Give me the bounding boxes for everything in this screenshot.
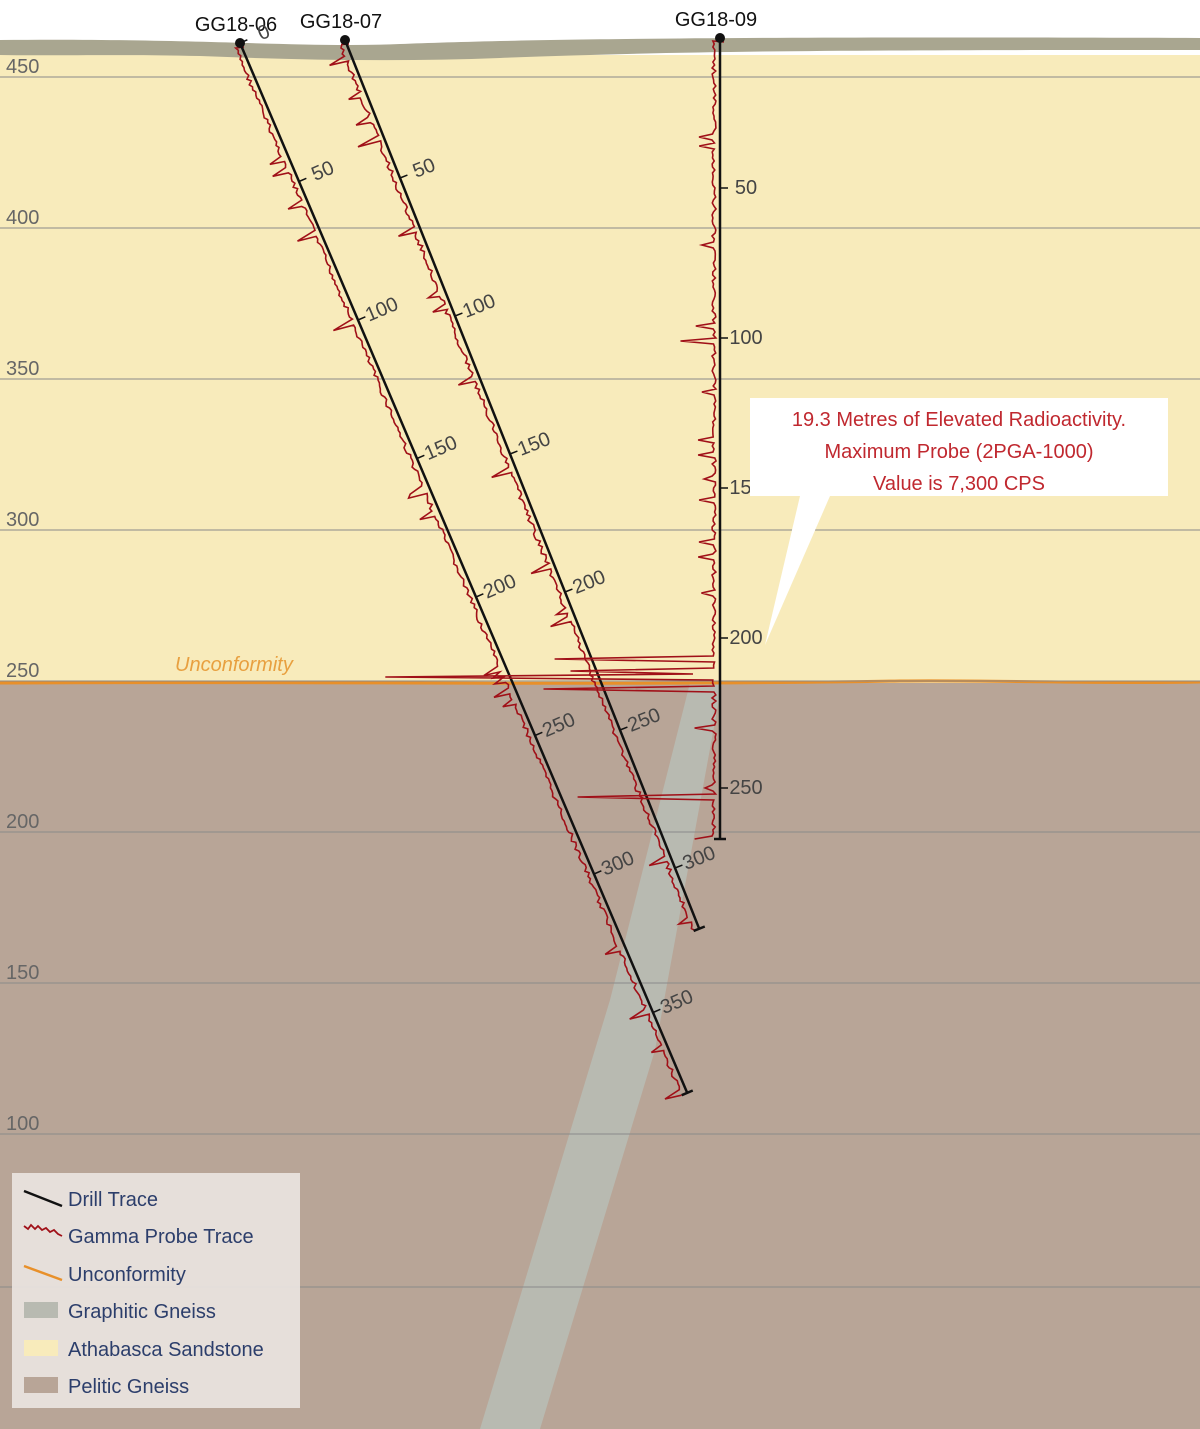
legend-label: Pelitic Gneiss — [68, 1376, 189, 1398]
depth-tick — [357, 316, 366, 321]
unconformity-label: Unconformity — [175, 654, 294, 676]
hole-name: GG18-06 — [195, 14, 277, 36]
depth-label: 100 — [729, 327, 762, 349]
legend-swatch — [24, 1302, 58, 1318]
hole-name: GG18-07 — [300, 11, 382, 33]
elevation-label: 350 — [6, 358, 39, 380]
drill-trace — [238, 42, 689, 1094]
legend-swatch — [24, 1377, 58, 1393]
legend-swatch — [24, 1340, 58, 1356]
depth-label: 200 — [729, 627, 762, 649]
elevation-label: 450 — [6, 56, 39, 78]
hole-name: GG18-09 — [675, 9, 757, 31]
legend-label: Unconformity — [68, 1264, 186, 1286]
collar — [715, 33, 725, 43]
depth-tick — [298, 177, 307, 183]
gamma-trace — [329, 43, 696, 932]
graphitic-gneiss — [480, 683, 722, 1429]
gamma-trace — [385, 40, 725, 840]
legend-label: Drill Trace — [68, 1189, 158, 1211]
depth-tick — [239, 39, 248, 44]
end-cap — [693, 925, 706, 933]
elevation-label: 250 — [6, 660, 39, 682]
legend-box — [12, 1173, 300, 1408]
legend: Drill Trace Gamma Probe Trace Unconformi… — [12, 1173, 300, 1408]
collar — [340, 35, 350, 45]
unconformity-line — [0, 679, 1200, 685]
depth-label: 50 — [735, 177, 757, 199]
callout: 19.3 Metres of Elevated Radioactivity. M… — [750, 398, 1168, 645]
depth-tick — [564, 588, 573, 593]
depth-tick — [399, 174, 408, 179]
depth-tick — [475, 593, 484, 598]
depth-tick — [509, 450, 518, 455]
callout-line: Value is 7,300 CPS — [873, 473, 1045, 495]
depth-tick — [674, 864, 683, 869]
depth-tick — [454, 312, 463, 317]
gamma-trace — [233, 46, 682, 1100]
legend-label: Athabasca Sandstone — [68, 1339, 264, 1361]
depth-tick — [619, 726, 628, 731]
overburden — [0, 37, 1200, 61]
legend-swatch — [23, 1189, 63, 1208]
legend-label: Gamma Probe Trace — [68, 1226, 254, 1248]
depth-tick — [652, 1008, 661, 1014]
depth-tick — [593, 870, 602, 875]
legend-swatch — [23, 1264, 63, 1282]
callout-line: 19.3 Metres of Elevated Radioactivity. — [792, 409, 1126, 431]
elevation-label: 300 — [6, 509, 39, 531]
elevation-label: 150 — [6, 962, 39, 984]
athabasca-sandstone — [0, 55, 1200, 683]
callout-pointer — [765, 496, 830, 645]
callout-box — [750, 398, 1168, 496]
elevation-grid: 450 400 350 300 250 200 150 100 — [0, 56, 1200, 1135]
legend-swatch — [23, 1223, 63, 1237]
callout-line: Maximum Probe (2PGA-1000) — [825, 441, 1094, 463]
depth-label: 250 — [729, 777, 762, 799]
elevation-label: 400 — [6, 207, 39, 229]
elevation-label: 200 — [6, 811, 39, 833]
end-cap — [681, 1089, 694, 1097]
depth-tick — [416, 454, 425, 460]
drill-trace — [343, 39, 701, 930]
legend-label: Graphitic Gneiss — [68, 1301, 216, 1323]
depth-tick — [534, 731, 543, 737]
elevation-label: 100 — [6, 1113, 39, 1135]
